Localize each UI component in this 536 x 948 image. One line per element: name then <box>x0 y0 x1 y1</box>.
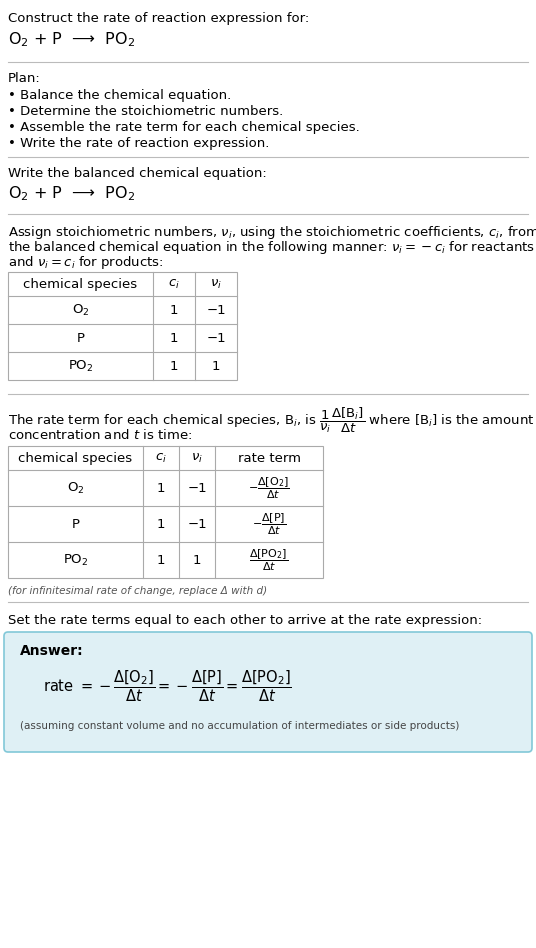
Text: Set the rate terms equal to each other to arrive at the rate expression:: Set the rate terms equal to each other t… <box>8 614 482 627</box>
Bar <box>8 272 237 380</box>
Text: 1: 1 <box>170 359 178 373</box>
Text: O$_2$ + P  ⟶  PO$_2$: O$_2$ + P ⟶ PO$_2$ <box>8 30 135 48</box>
Text: 1: 1 <box>170 303 178 317</box>
Text: rate term: rate term <box>237 451 301 465</box>
Text: chemical species: chemical species <box>18 451 132 465</box>
Text: rate $= -\dfrac{\Delta[\mathrm{O_2}]}{\Delta t} = -\dfrac{\Delta[\mathrm{P}]}{\D: rate $= -\dfrac{\Delta[\mathrm{O_2}]}{\D… <box>43 668 292 703</box>
Text: 1: 1 <box>157 518 165 531</box>
Text: −1: −1 <box>206 303 226 317</box>
Text: Construct the rate of reaction expression for:: Construct the rate of reaction expressio… <box>8 12 309 25</box>
FancyBboxPatch shape <box>4 632 532 752</box>
Text: concentration and $t$ is time:: concentration and $t$ is time: <box>8 428 192 442</box>
Text: the balanced chemical equation in the following manner: $\nu_i = -c_i$ for react: the balanced chemical equation in the fo… <box>8 239 535 256</box>
Text: −1: −1 <box>206 332 226 344</box>
Text: 1: 1 <box>212 359 220 373</box>
Text: $\nu_i$: $\nu_i$ <box>191 451 203 465</box>
Text: $c_i$: $c_i$ <box>155 451 167 465</box>
Text: Answer:: Answer: <box>20 644 84 658</box>
Text: P: P <box>71 518 79 531</box>
Text: 1: 1 <box>170 332 178 344</box>
Text: PO$_2$: PO$_2$ <box>63 553 88 568</box>
Text: and $\nu_i = c_i$ for products:: and $\nu_i = c_i$ for products: <box>8 254 163 271</box>
Text: • Balance the chemical equation.: • Balance the chemical equation. <box>8 89 231 102</box>
Text: 1: 1 <box>193 554 201 567</box>
Text: • Assemble the rate term for each chemical species.: • Assemble the rate term for each chemic… <box>8 121 360 134</box>
Text: −1: −1 <box>187 518 207 531</box>
Text: −1: −1 <box>187 482 207 495</box>
Text: P: P <box>77 332 85 344</box>
Text: chemical species: chemical species <box>24 278 138 290</box>
Text: O$_2$: O$_2$ <box>67 481 84 496</box>
Text: 1: 1 <box>157 482 165 495</box>
Text: Write the balanced chemical equation:: Write the balanced chemical equation: <box>8 167 267 180</box>
Text: (assuming constant volume and no accumulation of intermediates or side products): (assuming constant volume and no accumul… <box>20 721 459 731</box>
Text: • Write the rate of reaction expression.: • Write the rate of reaction expression. <box>8 137 270 150</box>
Text: $-\dfrac{\Delta[\mathrm{P}]}{\Delta t}$: $-\dfrac{\Delta[\mathrm{P}]}{\Delta t}$ <box>252 511 286 537</box>
Text: O$_2$: O$_2$ <box>72 302 89 318</box>
Text: Assign stoichiometric numbers, $\nu_i$, using the stoichiometric coefficients, $: Assign stoichiometric numbers, $\nu_i$, … <box>8 224 536 241</box>
Text: $-\dfrac{\Delta[\mathrm{O_2}]}{\Delta t}$: $-\dfrac{\Delta[\mathrm{O_2}]}{\Delta t}… <box>248 475 290 501</box>
Text: PO$_2$: PO$_2$ <box>68 358 93 374</box>
Text: (for infinitesimal rate of change, replace Δ with d): (for infinitesimal rate of change, repla… <box>8 586 267 596</box>
Bar <box>8 446 323 578</box>
Text: The rate term for each chemical species, B$_i$, is $\dfrac{1}{\nu_i}\dfrac{\Delt: The rate term for each chemical species,… <box>8 406 534 435</box>
Text: O$_2$ + P  ⟶  PO$_2$: O$_2$ + P ⟶ PO$_2$ <box>8 184 135 203</box>
Text: 1: 1 <box>157 554 165 567</box>
Text: Plan:: Plan: <box>8 72 41 85</box>
Text: $\nu_i$: $\nu_i$ <box>210 278 222 290</box>
Text: $\dfrac{\Delta[\mathrm{PO_2}]}{\Delta t}$: $\dfrac{\Delta[\mathrm{PO_2}]}{\Delta t}… <box>249 547 288 573</box>
Text: $c_i$: $c_i$ <box>168 278 180 290</box>
Text: • Determine the stoichiometric numbers.: • Determine the stoichiometric numbers. <box>8 105 283 118</box>
